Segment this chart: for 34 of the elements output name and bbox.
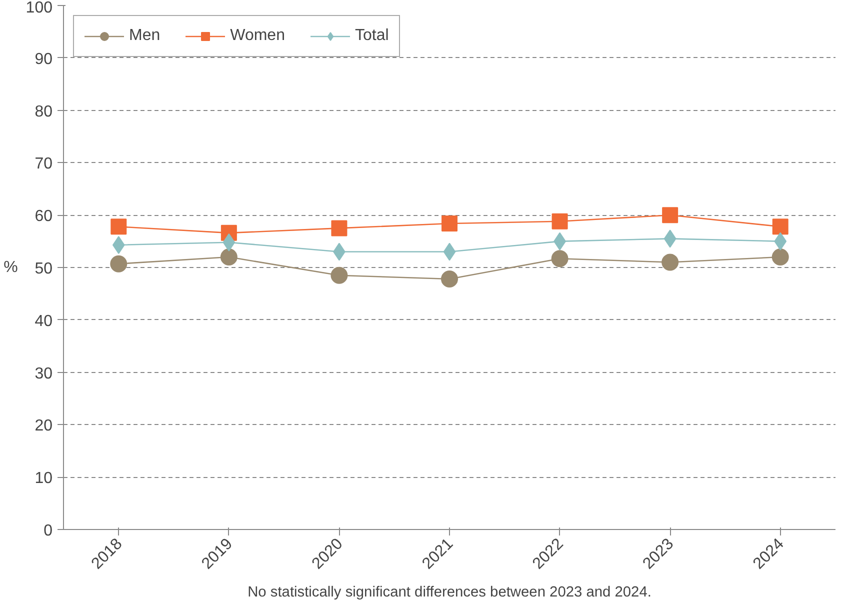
point [443, 242, 456, 261]
text: No statistically significant differences between 2023 and 2024. [248, 584, 652, 600]
y-axis-title: % [4, 259, 18, 276]
point [222, 233, 236, 252]
point [552, 213, 568, 230]
y-tick-label: 10 [34, 470, 53, 488]
point [220, 248, 238, 266]
point [551, 250, 568, 268]
point [664, 230, 676, 248]
y-tick-label: 70 [34, 156, 53, 173]
point [772, 248, 789, 266]
legend-label: Women [230, 27, 285, 45]
point [331, 220, 348, 236]
point [774, 232, 787, 250]
y-tick-label: 60 [34, 208, 53, 226]
point [662, 254, 679, 271]
legend-label: Men [129, 27, 160, 45]
y-tick-label: 90 [34, 50, 53, 68]
point [772, 218, 788, 235]
point [110, 218, 127, 235]
y-tick-label: 50 [34, 260, 53, 278]
legend-label: Total [354, 27, 389, 45]
y-tick-label: 40 [34, 312, 53, 330]
y-tick-label: 80 [34, 103, 53, 120]
y-tick-label: 30 [34, 365, 53, 382]
point [330, 266, 348, 284]
point [110, 255, 128, 272]
point [441, 270, 458, 288]
y-tick-label: 0 [44, 522, 53, 540]
point [662, 207, 678, 224]
y-tick-label: 100 [26, 0, 53, 16]
y-tick-label: 20 [34, 418, 53, 435]
point [112, 236, 125, 254]
point [442, 215, 458, 232]
